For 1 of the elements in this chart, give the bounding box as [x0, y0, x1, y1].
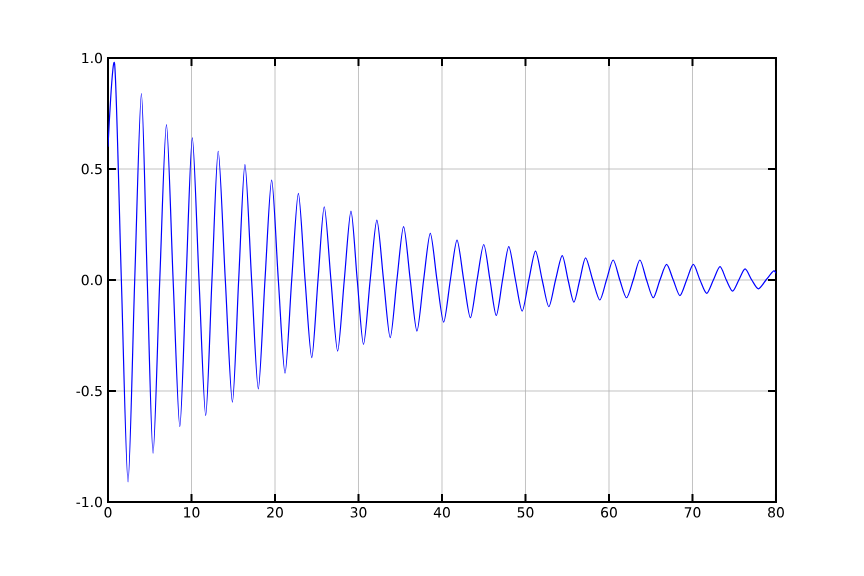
line-series [108, 64, 776, 483]
